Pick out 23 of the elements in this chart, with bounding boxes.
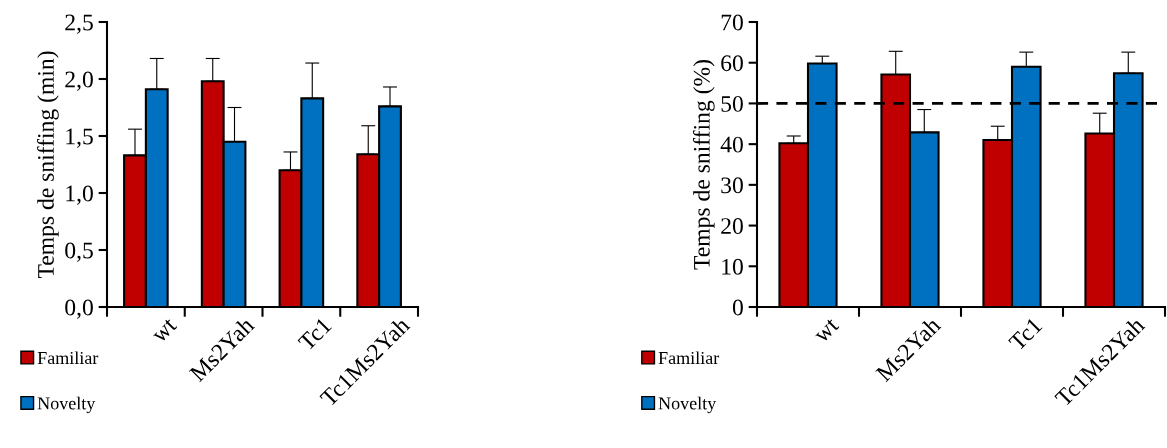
x-tick-label: wt — [151, 317, 178, 344]
y-tick-label: 60 — [721, 55, 743, 72]
y-tick-label: 0 — [732, 299, 743, 316]
legend-label: Novelty — [658, 396, 717, 414]
legend-label: Familiar — [658, 351, 720, 365]
y-tick-label: 0,0 — [65, 299, 93, 319]
legend-label: Familiar — [37, 351, 99, 365]
y-tick-label: 10 — [722, 258, 743, 275]
y-tick-label: 20 — [721, 218, 743, 234]
x-tick-label: Tc1 — [1008, 316, 1043, 352]
y-tick-label: 30 — [721, 177, 743, 194]
y-axis-title: Temps de sniffing (%) — [692, 60, 715, 270]
y-tick-label: 1,0 — [66, 185, 93, 205]
y-axis-title: Temps de sniffing (min) — [37, 51, 59, 279]
legend-label: Novelty — [37, 396, 96, 414]
y-tick-label: 2,0 — [65, 71, 93, 91]
x-tick-label: wt — [813, 317, 840, 344]
y-tick-label: 70 — [721, 14, 743, 31]
y-tick-label: 50 — [721, 95, 743, 112]
y-tick-label: 0,5 — [65, 242, 93, 262]
y-tick-label: 1,5 — [66, 128, 93, 148]
y-tick-label: 40 — [720, 136, 743, 153]
y-tick-label: 2,5 — [65, 14, 93, 34]
